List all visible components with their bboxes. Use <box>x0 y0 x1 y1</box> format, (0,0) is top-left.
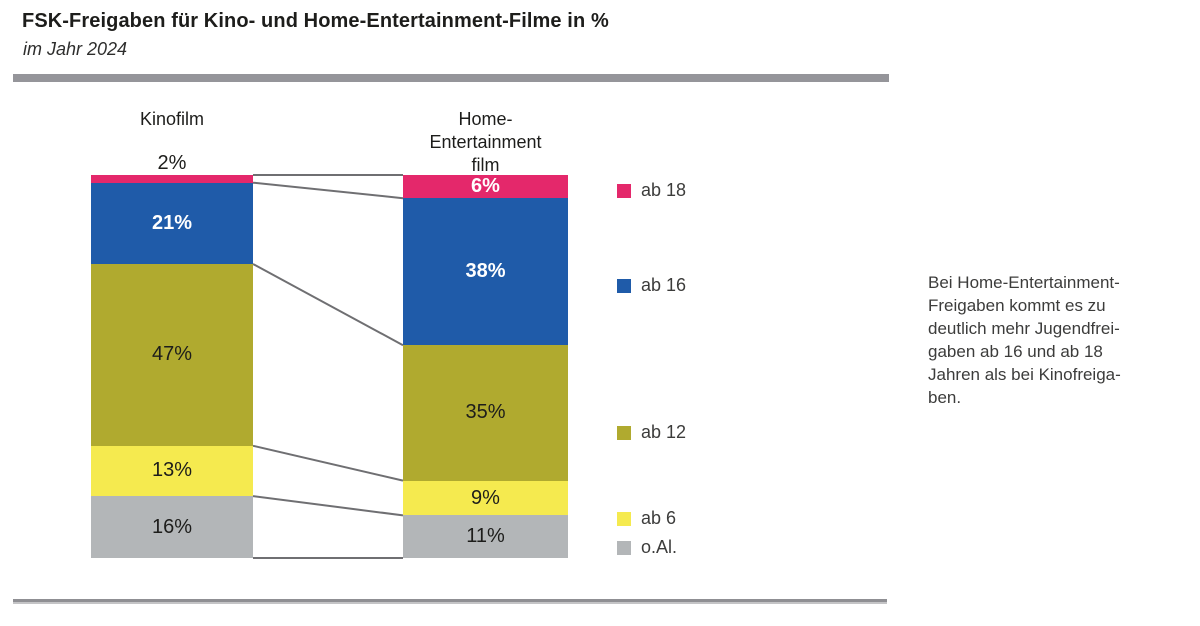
column-label-line: film <box>471 155 500 175</box>
legend-swatch-ab-18 <box>617 184 631 198</box>
segment-home-entertainmentfilm-ab-16: 38% <box>403 198 568 346</box>
annotation-line: deutlich mehr Jugendfrei- <box>928 319 1120 338</box>
bottom-divider <box>13 599 887 604</box>
legend-swatch-ab-6 <box>617 512 631 526</box>
value-label-kinofilm-ab-6: 13% <box>151 459 193 482</box>
annotation-line: Jahren als bei Kinofreiga- <box>928 365 1121 384</box>
legend-swatch-ab-16 <box>617 279 631 293</box>
value-label-kinofilm-ab-12: 47% <box>151 343 193 366</box>
segment-home-entertainmentfilm-ab-12: 35% <box>403 345 568 481</box>
column-label-home-entertainmentfilm: Home-Entertainment film <box>403 108 568 177</box>
legend-swatch-ab-12 <box>617 426 631 440</box>
page-subtitle: im Jahr 2024 <box>23 39 128 59</box>
segment-kinofilm-ab-18 <box>91 175 253 183</box>
legend-label-ab-12: ab 12 <box>641 422 687 442</box>
legend-label-ab-6: ab 6 <box>641 508 677 528</box>
connector-line <box>252 263 404 347</box>
column-label-line: Kinofilm <box>139 109 205 129</box>
segment-home-entertainmentfilm-ab-6: 9% <box>403 480 568 516</box>
connector-line <box>252 444 404 482</box>
annotation-text: Bei Home-Entertainment- Freigaben kommt e… <box>928 271 1193 409</box>
value-label-home-entertainmentfilm-ab-6: 9% <box>471 486 500 509</box>
segment-kinofilm-ab-16: 21% <box>91 182 253 264</box>
segment-home-entertainmentfilm-o-al: 11% <box>403 515 568 558</box>
value-label-home-entertainmentfilm-ab-18: 6% <box>471 175 500 198</box>
legend-swatch-o-al <box>617 541 631 555</box>
column-label-kinofilm: Kinofilm <box>91 108 253 131</box>
value-label-kinofilm-ab-18: 2% <box>157 152 187 174</box>
segment-kinofilm-ab-12: 47% <box>91 263 253 446</box>
legend-label-ab-18: ab 18 <box>641 180 687 200</box>
segment-home-entertainmentfilm-ab-18: 6% <box>403 175 568 199</box>
page-title: FSK-Freigaben für Kino- und Home-Enterta… <box>22 10 609 32</box>
connector-line <box>252 495 404 517</box>
value-label-home-entertainmentfilm-ab-12: 35% <box>465 401 506 424</box>
value-label-home-entertainmentfilm-o-al: 11% <box>466 525 505 548</box>
segment-kinofilm-o-al: 16% <box>91 496 253 558</box>
annotation-line: ben. <box>928 388 962 407</box>
annotation-line: Bei Home-Entertainment- <box>928 273 1120 292</box>
annotation-line: gaben ab 16 und ab 18 <box>928 342 1103 361</box>
legend-label-ab-16: ab 16 <box>641 275 687 295</box>
value-label-kinofilm-ab-16: 21% <box>151 211 193 234</box>
annotation-line: Freigaben kommt es zu <box>928 296 1106 315</box>
connector-line <box>252 181 404 200</box>
legend-label-o-al: o.Al. <box>641 537 678 557</box>
segment-kinofilm-ab-6: 13% <box>91 445 253 497</box>
value-label-kinofilm-o-al: 16% <box>151 515 193 538</box>
column-label-line: Home-Entertainment <box>429 109 542 152</box>
top-divider <box>13 74 889 82</box>
value-label-home-entertainmentfilm-ab-16: 38% <box>465 260 506 283</box>
